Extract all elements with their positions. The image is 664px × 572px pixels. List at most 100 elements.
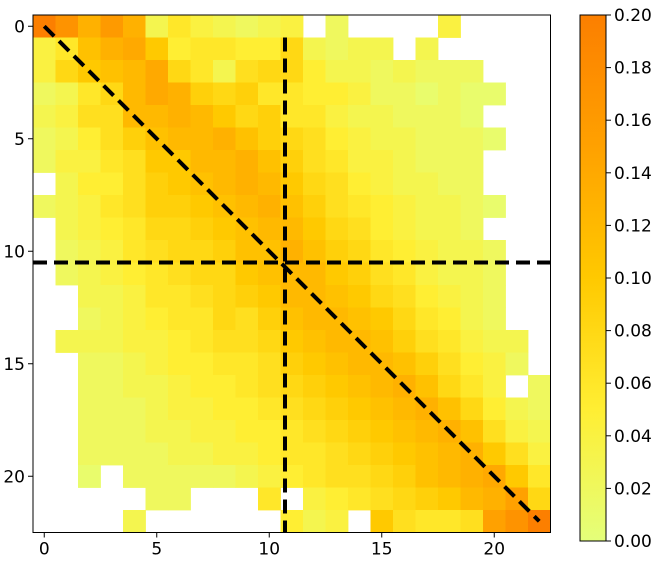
heatmap-cell bbox=[438, 442, 461, 466]
heatmap-cell bbox=[258, 217, 281, 241]
heatmap-cell bbox=[438, 172, 461, 196]
heatmap-cell bbox=[505, 510, 529, 533]
heatmap-cell bbox=[415, 442, 439, 466]
heatmap-cell bbox=[393, 60, 416, 83]
heatmap-cell bbox=[528, 442, 551, 466]
heatmap-cell bbox=[325, 60, 349, 83]
heatmap-cell bbox=[145, 172, 169, 196]
heatmap-cell bbox=[393, 330, 416, 353]
heatmap-cell bbox=[460, 487, 484, 511]
heatmap-cell bbox=[483, 352, 506, 376]
heatmap-cell bbox=[415, 510, 439, 533]
heatmap-cell bbox=[213, 285, 236, 308]
heatmap-cell bbox=[303, 465, 326, 488]
heatmap-cell bbox=[190, 285, 214, 308]
heatmap-cell bbox=[145, 375, 169, 398]
heatmap-cell bbox=[415, 375, 439, 398]
heatmap-cell bbox=[393, 195, 416, 218]
heatmap-cell bbox=[415, 217, 439, 241]
heatmap-cell bbox=[78, 420, 101, 443]
heatmap-cell bbox=[235, 262, 259, 286]
heatmap-cells bbox=[33, 15, 551, 533]
heatmap-cell bbox=[168, 375, 191, 398]
heatmap-cell bbox=[393, 442, 416, 466]
heatmap-cell bbox=[528, 420, 551, 443]
heatmap-cell bbox=[393, 150, 416, 173]
heatmap-cell bbox=[348, 60, 371, 83]
heatmap-cell bbox=[528, 375, 551, 398]
heatmap-cell bbox=[393, 240, 416, 263]
heatmap-cell bbox=[415, 37, 439, 61]
heatmap-cell bbox=[460, 465, 484, 488]
heatmap-cell bbox=[483, 330, 506, 353]
heatmap-cell bbox=[415, 60, 439, 83]
heatmap-cell bbox=[370, 307, 394, 331]
heatmap-cell bbox=[258, 60, 281, 83]
colorbar-tick-label: 0.08 bbox=[614, 322, 652, 342]
heatmap-cell bbox=[460, 195, 484, 218]
heatmap-cell bbox=[190, 465, 214, 488]
heatmap-cell bbox=[438, 262, 461, 286]
heatmap-cell bbox=[190, 397, 214, 421]
heatmap-cell bbox=[123, 352, 146, 376]
heatmap-cell bbox=[303, 217, 326, 241]
colorbar-tick-label: 0.16 bbox=[614, 111, 652, 131]
heatmap-cell bbox=[483, 127, 506, 151]
heatmap-cell bbox=[258, 195, 281, 218]
heatmap-cell bbox=[235, 150, 259, 173]
heatmap-cell bbox=[145, 217, 169, 241]
heatmap-cell bbox=[303, 172, 326, 196]
heatmap-cell bbox=[258, 37, 281, 61]
heatmap-cell bbox=[55, 60, 79, 83]
heatmap-cell bbox=[78, 195, 101, 218]
heatmap-cell bbox=[370, 195, 394, 218]
heatmap-cell bbox=[213, 397, 236, 421]
heatmap-cell bbox=[438, 285, 461, 308]
heatmap-cell bbox=[258, 127, 281, 151]
heatmap-cell bbox=[258, 397, 281, 421]
heatmap-cell bbox=[235, 127, 259, 151]
heatmap-cell bbox=[190, 217, 214, 241]
heatmap-cell bbox=[168, 262, 191, 286]
heatmap-cell bbox=[438, 487, 461, 511]
heatmap-cell bbox=[55, 217, 79, 241]
heatmap-cell bbox=[258, 285, 281, 308]
heatmap-cell bbox=[348, 82, 371, 106]
heatmap-cell bbox=[325, 397, 349, 421]
heatmap-cell bbox=[393, 465, 416, 488]
heatmap-cell bbox=[325, 442, 349, 466]
heatmap-cell bbox=[348, 487, 371, 511]
y-tick-label: 0 bbox=[14, 17, 25, 37]
heatmap-cell bbox=[460, 397, 484, 421]
heatmap-cell bbox=[213, 240, 236, 263]
colorbar-tick-label: 0.14 bbox=[614, 164, 652, 184]
heatmap-cell bbox=[55, 195, 79, 218]
heatmap-cell bbox=[213, 150, 236, 173]
heatmap-cell bbox=[235, 420, 259, 443]
heatmap-cell bbox=[100, 127, 124, 151]
heatmap-cell bbox=[145, 330, 169, 353]
heatmap-cell bbox=[393, 82, 416, 106]
heatmap-cell bbox=[190, 82, 214, 106]
heatmap-cell bbox=[325, 240, 349, 263]
heatmap-cell bbox=[145, 487, 169, 511]
heatmap-cell bbox=[460, 262, 484, 286]
heatmap-cell bbox=[235, 37, 259, 61]
plot-frame bbox=[32, 14, 551, 533]
heatmap-cell bbox=[55, 240, 79, 263]
heatmap-cell bbox=[415, 262, 439, 286]
heatmap-cell bbox=[190, 240, 214, 263]
heatmap-cell bbox=[370, 487, 394, 511]
heatmap-cell bbox=[168, 352, 191, 376]
heatmap-cell bbox=[190, 60, 214, 83]
heatmap-cell bbox=[78, 150, 101, 173]
heatmap-cell bbox=[100, 150, 124, 173]
heatmap-cell bbox=[100, 330, 124, 353]
heatmap-cell bbox=[348, 352, 371, 376]
heatmap-cell bbox=[213, 465, 236, 488]
heatmap-cell bbox=[145, 465, 169, 488]
heatmap-cell bbox=[348, 217, 371, 241]
heatmap-cell bbox=[370, 375, 394, 398]
heatmap-cell bbox=[168, 240, 191, 263]
heatmap-cell bbox=[190, 262, 214, 286]
